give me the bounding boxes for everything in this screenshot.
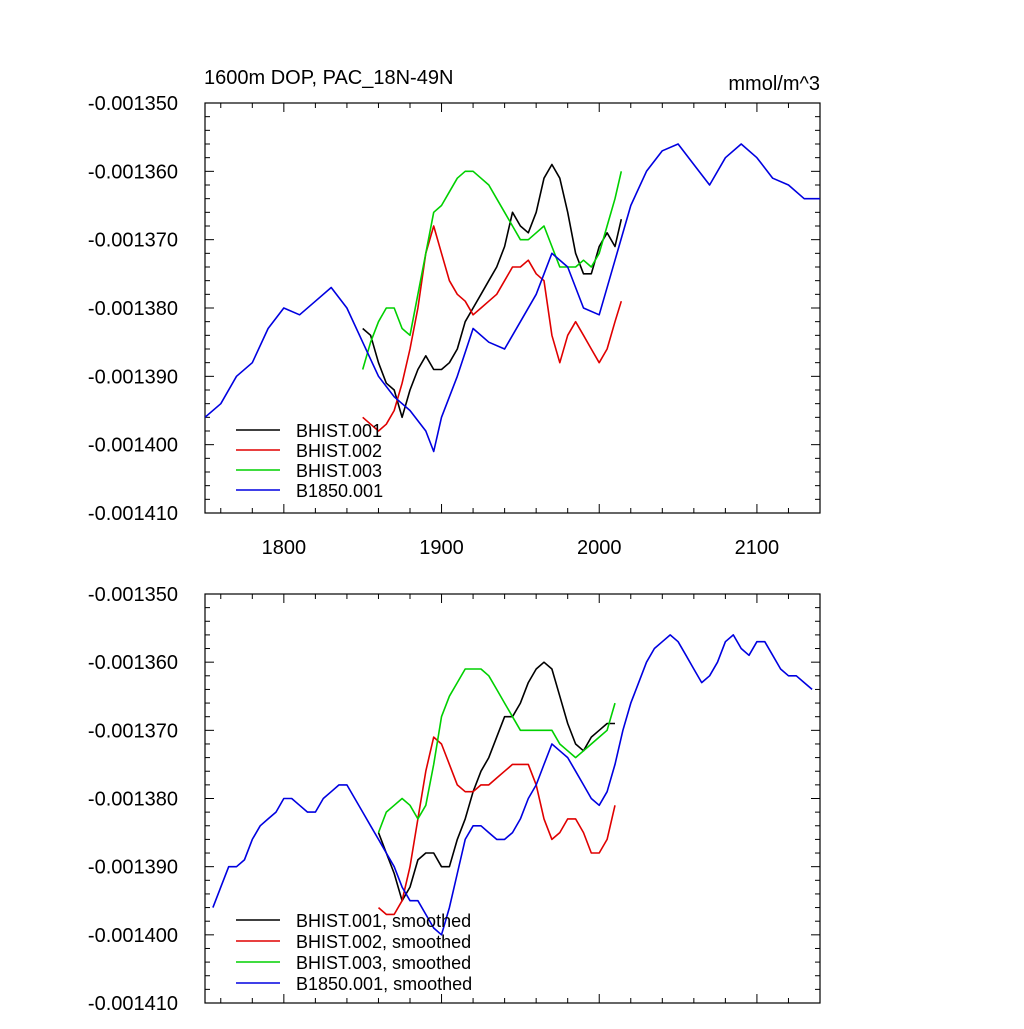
figure-units: mmol/m^3 bbox=[728, 73, 820, 95]
y-tick-label: -0.001390 bbox=[88, 857, 178, 879]
series-line-3 bbox=[377, 668, 616, 833]
series-line-3 bbox=[361, 170, 623, 370]
legend-label: BHIST.002, smoothed bbox=[296, 932, 471, 952]
x-tick-label: 2000 bbox=[577, 537, 622, 559]
series-line-2 bbox=[377, 736, 616, 916]
legend-label: B1850.001 bbox=[296, 481, 383, 501]
y-tick-label: -0.001360 bbox=[88, 161, 178, 183]
y-tick-label: -0.001370 bbox=[88, 230, 178, 252]
bottom-panel: -0.001350 -0.001360 -0.001370 -0.001380 -0.0… bbox=[88, 584, 821, 1015]
series-group bbox=[212, 634, 813, 936]
x-tick-label: 2100 bbox=[735, 537, 780, 559]
legend-label: BHIST.003, smoothed bbox=[296, 953, 471, 973]
figure-title: 1600m DOP, PAC_18N-49N bbox=[204, 67, 453, 89]
legend-label: BHIST.002 bbox=[296, 441, 382, 461]
y-tick-label: -0.001360 bbox=[88, 652, 178, 674]
series-line-4 bbox=[205, 143, 820, 453]
y-tick-label: -0.001410 bbox=[88, 993, 178, 1015]
legend-label: BHIST.001, smoothed bbox=[296, 911, 471, 931]
y-tick-label: -0.001370 bbox=[88, 720, 178, 742]
top-panel: -0.001350 -0.001360 -0.001370 -0.001380 -0.0… bbox=[88, 93, 821, 559]
y-tick-label: -0.001350 bbox=[88, 93, 178, 115]
y-tick-label: -0.001390 bbox=[88, 366, 178, 388]
y-tick-label: -0.001380 bbox=[88, 789, 178, 811]
y-tick-label: -0.001400 bbox=[88, 435, 178, 457]
series-line-1 bbox=[362, 163, 623, 419]
y-tick-label: -0.001400 bbox=[88, 925, 178, 947]
series-line-2 bbox=[362, 225, 623, 432]
y-tick-label: -0.001380 bbox=[88, 298, 178, 320]
y-tick-label: -0.001410 bbox=[88, 503, 178, 525]
series-line-1 bbox=[377, 661, 615, 902]
legend-label: BHIST.003 bbox=[296, 461, 382, 481]
x-tick-label: 1800 bbox=[262, 537, 307, 559]
series-group bbox=[205, 143, 820, 453]
legend-label: BHIST.001 bbox=[296, 421, 382, 441]
legend-label: B1850.001, smoothed bbox=[296, 974, 472, 994]
x-tick-label: 1900 bbox=[419, 537, 464, 559]
y-tick-label: -0.001350 bbox=[88, 584, 178, 606]
series-line-4 bbox=[212, 634, 813, 936]
